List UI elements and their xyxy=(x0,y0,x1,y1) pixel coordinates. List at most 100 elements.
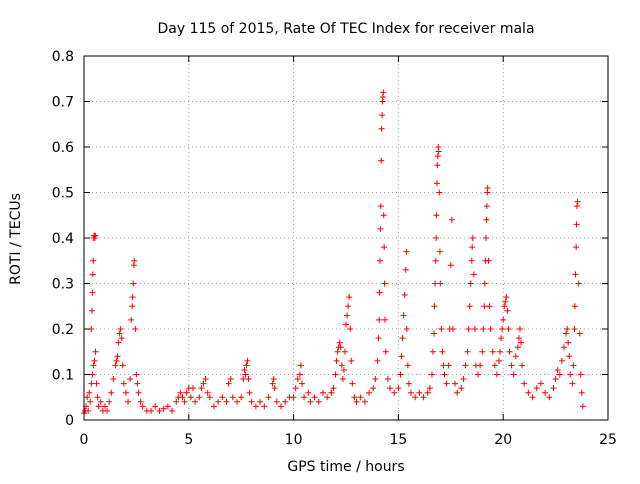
data-point xyxy=(347,326,354,332)
data-point xyxy=(135,389,142,396)
data-point xyxy=(554,366,561,373)
grid-lines xyxy=(84,56,608,420)
data-point xyxy=(563,330,570,337)
data-point xyxy=(469,244,476,251)
data-point xyxy=(382,348,389,355)
data-point xyxy=(204,389,211,396)
data-point xyxy=(273,398,280,405)
data-point xyxy=(301,394,308,401)
data-point xyxy=(139,403,146,410)
data-point xyxy=(575,280,582,287)
data-point xyxy=(357,394,364,401)
plot-border xyxy=(83,55,609,421)
data-point xyxy=(486,303,493,310)
data-point xyxy=(521,380,528,387)
data-point xyxy=(471,326,478,332)
data-point xyxy=(240,376,247,383)
data-point xyxy=(91,357,98,364)
data-point xyxy=(106,398,113,405)
data-point xyxy=(129,294,136,301)
y-tick-label: 0.6 xyxy=(52,140,74,156)
data-point xyxy=(196,394,203,401)
data-point xyxy=(464,348,471,355)
data-point xyxy=(341,348,348,355)
data-point xyxy=(516,326,523,332)
y-tick-label: 0.4 xyxy=(52,231,74,247)
data-point xyxy=(431,330,438,337)
data-point xyxy=(378,125,385,132)
data-point xyxy=(499,326,506,332)
data-point xyxy=(436,189,443,196)
data-point xyxy=(245,376,252,383)
data-point xyxy=(451,380,458,387)
plot-frame xyxy=(83,55,609,421)
data-point xyxy=(164,403,171,410)
data-point xyxy=(173,398,180,405)
data-point xyxy=(518,339,525,346)
data-point xyxy=(483,203,490,210)
data-point xyxy=(571,326,578,332)
data-point xyxy=(503,294,510,301)
data-point xyxy=(397,371,404,378)
data-point xyxy=(424,389,431,396)
data-point xyxy=(242,371,249,378)
data-point xyxy=(377,225,384,232)
y-tick-label: 0.8 xyxy=(52,49,74,65)
data-point xyxy=(407,389,414,396)
data-point xyxy=(328,389,335,396)
data-point xyxy=(210,403,217,410)
data-point xyxy=(349,380,356,387)
data-point xyxy=(94,394,101,401)
data-point xyxy=(198,385,205,392)
data-point xyxy=(458,385,465,392)
data-point xyxy=(120,380,127,387)
data-point xyxy=(265,394,272,401)
data-point xyxy=(525,389,532,396)
y-tick-label: 0.3 xyxy=(52,277,74,293)
data-point xyxy=(465,326,472,332)
data-point xyxy=(380,212,387,219)
data-point xyxy=(404,362,411,369)
data-point xyxy=(92,348,99,355)
data-point xyxy=(441,371,448,378)
data-point xyxy=(114,353,121,360)
data-point xyxy=(307,398,314,405)
data-point xyxy=(381,280,388,287)
data-point xyxy=(152,403,159,410)
data-point xyxy=(504,307,511,314)
data-point xyxy=(496,357,503,364)
data-point xyxy=(336,339,343,346)
y-tick-label: 0.1 xyxy=(52,368,74,384)
data-point xyxy=(483,216,490,223)
data-point xyxy=(351,394,358,401)
data-point xyxy=(372,376,379,383)
data-point xyxy=(529,394,536,401)
data-point xyxy=(432,280,439,287)
data-point xyxy=(86,389,93,396)
data-point xyxy=(440,362,447,369)
data-point xyxy=(112,362,119,369)
data-point xyxy=(177,389,184,396)
data-point xyxy=(187,394,194,401)
data-point xyxy=(514,344,521,351)
data-point xyxy=(379,112,386,119)
data-point xyxy=(282,398,289,405)
data-point xyxy=(433,212,440,219)
data-point xyxy=(296,371,303,378)
data-point xyxy=(374,357,381,364)
data-point xyxy=(93,380,100,387)
data-point xyxy=(324,394,331,401)
data-point xyxy=(533,385,540,392)
data-point xyxy=(542,389,549,396)
data-point xyxy=(508,362,515,369)
data-point xyxy=(88,307,95,314)
data-point xyxy=(131,257,138,264)
data-point xyxy=(297,362,304,369)
data-point xyxy=(475,371,482,378)
data-point xyxy=(512,353,519,360)
data-point xyxy=(487,326,494,332)
data-point xyxy=(129,303,136,310)
data-point xyxy=(401,291,408,298)
data-point xyxy=(439,348,446,355)
